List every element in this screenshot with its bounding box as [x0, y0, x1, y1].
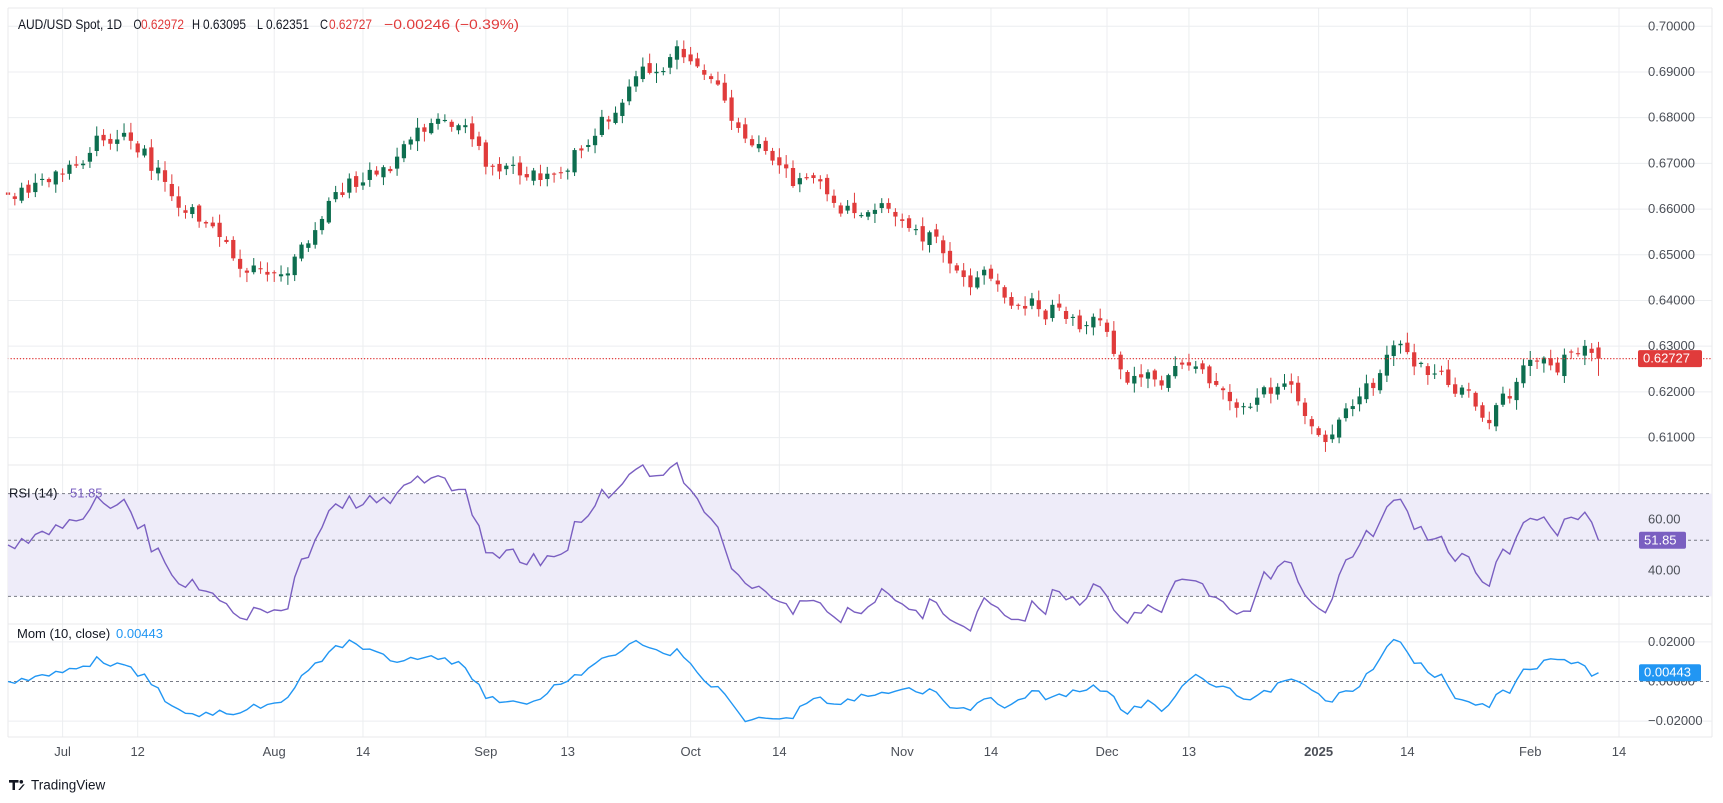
svg-text:Dec: Dec	[1095, 744, 1119, 759]
svg-text:0.62727: 0.62727	[329, 16, 372, 32]
svg-text:−0.02000: −0.02000	[1648, 713, 1703, 728]
svg-text:0.00443: 0.00443	[116, 626, 163, 641]
svg-text:14: 14	[772, 744, 786, 759]
svg-text:AUD/USD Spot, 1D: AUD/USD Spot, 1D	[18, 16, 122, 32]
svg-text:40.00: 40.00	[1648, 563, 1681, 578]
svg-text:Nov: Nov	[891, 744, 915, 759]
svg-text:Feb: Feb	[1519, 744, 1541, 759]
svg-text:0.65000: 0.65000	[1648, 247, 1695, 262]
svg-text:Oct: Oct	[681, 744, 702, 759]
svg-text:51.85: 51.85	[70, 486, 103, 501]
svg-text:H: H	[192, 16, 200, 32]
svg-text:0.67000: 0.67000	[1648, 155, 1695, 170]
svg-text:−0.00246 (−0.39%): −0.00246 (−0.39%)	[384, 16, 519, 32]
svg-text:0.68000: 0.68000	[1648, 110, 1695, 125]
svg-text:Jul: Jul	[54, 744, 71, 759]
svg-text:0.61000: 0.61000	[1648, 430, 1695, 445]
svg-text:14: 14	[984, 744, 998, 759]
svg-text:Sep: Sep	[474, 744, 497, 759]
svg-text:0.62000: 0.62000	[1648, 384, 1695, 399]
svg-text:0.62727: 0.62727	[1643, 351, 1690, 366]
svg-text:Mom (10, close): Mom (10, close)	[17, 626, 110, 641]
svg-text:14: 14	[356, 744, 370, 759]
svg-text:13: 13	[561, 744, 575, 759]
svg-text:0.62351: 0.62351	[266, 16, 309, 32]
svg-text:0.02000: 0.02000	[1648, 634, 1695, 649]
svg-text:13: 13	[1182, 744, 1196, 759]
svg-text:51.85: 51.85	[1644, 532, 1677, 547]
svg-text:0.00443: 0.00443	[1644, 665, 1691, 680]
svg-text:12: 12	[130, 744, 144, 759]
svg-text:14: 14	[1612, 744, 1626, 759]
svg-text:2025: 2025	[1304, 744, 1333, 759]
svg-text:14: 14	[1400, 744, 1414, 759]
svg-text:C: C	[320, 16, 328, 32]
svg-text:TradingView: TradingView	[31, 778, 106, 793]
svg-text:0.63095: 0.63095	[203, 16, 246, 32]
svg-text:L: L	[257, 16, 263, 32]
svg-text:0.62972: 0.62972	[141, 16, 184, 32]
svg-text:0.64000: 0.64000	[1648, 292, 1695, 307]
svg-text:0.69000: 0.69000	[1648, 64, 1695, 79]
svg-text:60.00: 60.00	[1648, 511, 1681, 526]
svg-text:Aug: Aug	[263, 744, 286, 759]
svg-text:0.70000: 0.70000	[1648, 18, 1695, 33]
svg-text:0.66000: 0.66000	[1648, 201, 1695, 216]
svg-text:RSI (14): RSI (14)	[9, 486, 57, 501]
